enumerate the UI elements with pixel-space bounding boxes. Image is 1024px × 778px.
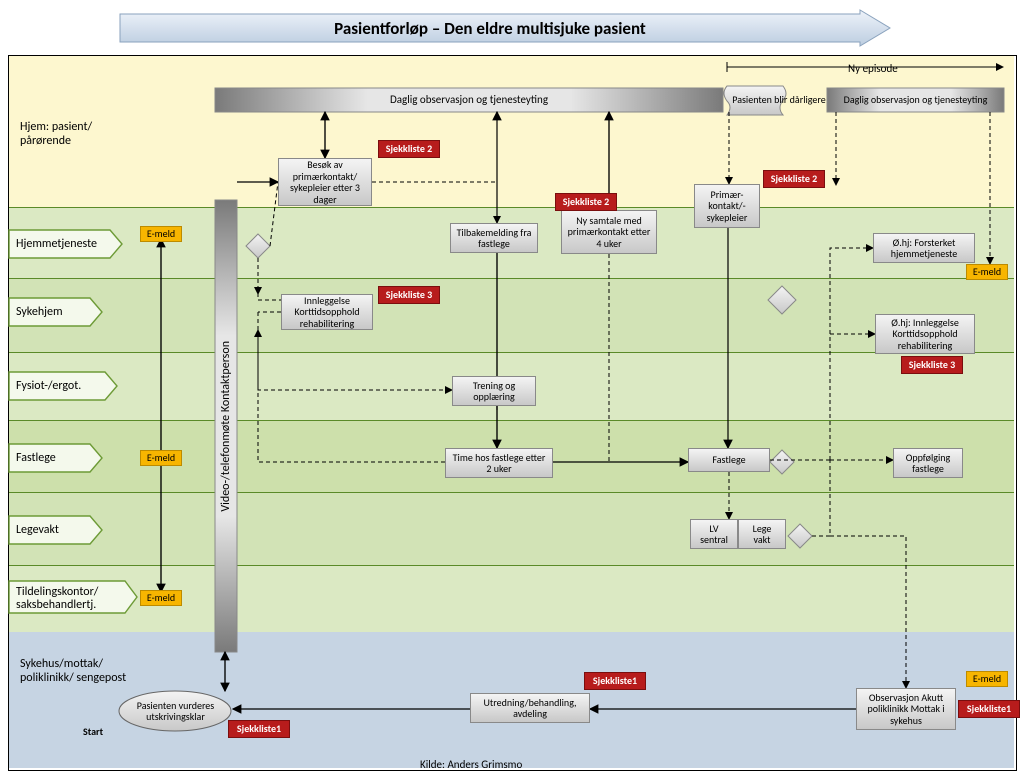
lane-fysiot-label: Fysiot-/ergot. (16, 379, 81, 393)
kontaktperson-bar: Video-/telefonmøte Kontaktperson (215, 200, 237, 652)
lane-tildeling-label: Tildelingskontor/ saksbehandlertj. (16, 586, 126, 612)
lane-hjemmetjeneste-label: Hjemmetjeneste (16, 237, 97, 251)
sjekk1-a: Sjekkliste1 (228, 720, 290, 738)
page-title: Pasientforløp – Den eldre multisjuke pas… (120, 14, 860, 42)
ny-episode-label: Ny episode (848, 62, 898, 75)
emeld-5: E-meld (966, 671, 1008, 687)
emeld-4: E-meld (966, 264, 1008, 280)
sjekk2-b: Sjekkliste 2 (555, 193, 617, 211)
node-utskriving: Pasienten vurderes utskrivingsklar (123, 693, 228, 729)
lane-sykehus-label: Sykehus/mottak/ poliklinikk/ sengepost (20, 658, 130, 686)
sjekk3-a: Sjekkliste 3 (378, 286, 440, 304)
kontaktperson-label: Video-/telefonmøte Kontaktperson (219, 341, 233, 512)
lane-legevakt (9, 492, 1014, 566)
sjekk2-c: Sjekkliste 2 (763, 170, 825, 188)
node-besok: Besøk av primærkontakt/ sykepleier etter… (278, 158, 372, 206)
node-primerk: Primær-kontakt/-sykepleier (694, 184, 760, 228)
title-arrow: Pasientforløp – Den eldre multisjuke pas… (120, 10, 890, 46)
node-fastlege2: Fastlege (688, 448, 770, 472)
top-obs2: Daglig observasjon og tjenesteyting (827, 88, 1004, 112)
sjekk3-b: Sjekkliste 3 (901, 356, 963, 374)
node-tilbakemelding: Tilbakemelding fra fastlege (450, 223, 538, 253)
node-time-fastlege: Time hos fastlege etter 2 uker (445, 448, 553, 478)
node-utredning: Utredning/behandling, avdeling (470, 693, 590, 723)
sjekk2-a: Sjekkliste 2 (378, 140, 440, 158)
lane-sykehjem-label: Sykehjem (16, 305, 63, 319)
lane-legevakt-label: Legevakt (16, 523, 59, 537)
top-darligere: Pasienten blir dårligere (723, 86, 835, 115)
emeld-1: E-meld (140, 226, 182, 242)
start-label: Start (83, 725, 103, 738)
node-ny-samtale: Ny samtale med primærkontakt etter 4 uke… (561, 210, 657, 254)
source-label: Kilde: Anders Grimsmo (420, 758, 522, 771)
node-observasjon: Observasjon Akutt poliklinikk Mottak i s… (856, 688, 956, 730)
node-forsterket: Ø.hj: Forsterket hjemmetjeneste (873, 233, 975, 263)
top-obs1: Daglig observasjon og tjenesteyting (215, 88, 723, 112)
lane-sykehjem (9, 278, 1014, 353)
lane-home (9, 56, 1014, 207)
node-innleggelse: Innleggelse Korttidsopphold rehabiliteri… (281, 294, 373, 330)
emeld-3: E-meld (140, 590, 182, 606)
emeld-2: E-meld (140, 450, 182, 466)
sjekk1-c: Sjekkliste1 (958, 700, 1020, 718)
node-lv-sentral: LV sentral (690, 519, 738, 549)
node-oppfolging: Oppfølging fastlege (893, 448, 963, 478)
sjekk1-b: Sjekkliste1 (584, 672, 646, 690)
lane-fastlege-label: Fastlege (16, 451, 56, 465)
node-innleggelse2: Ø.hj: Innleggelse Korttidsopphold rehabi… (875, 314, 975, 354)
node-lege-vakt: Lege vakt (738, 519, 786, 549)
hjem-label: Hjem: pasient/ pårørende (20, 120, 120, 148)
node-trening: Trening og opplæring (452, 376, 536, 406)
